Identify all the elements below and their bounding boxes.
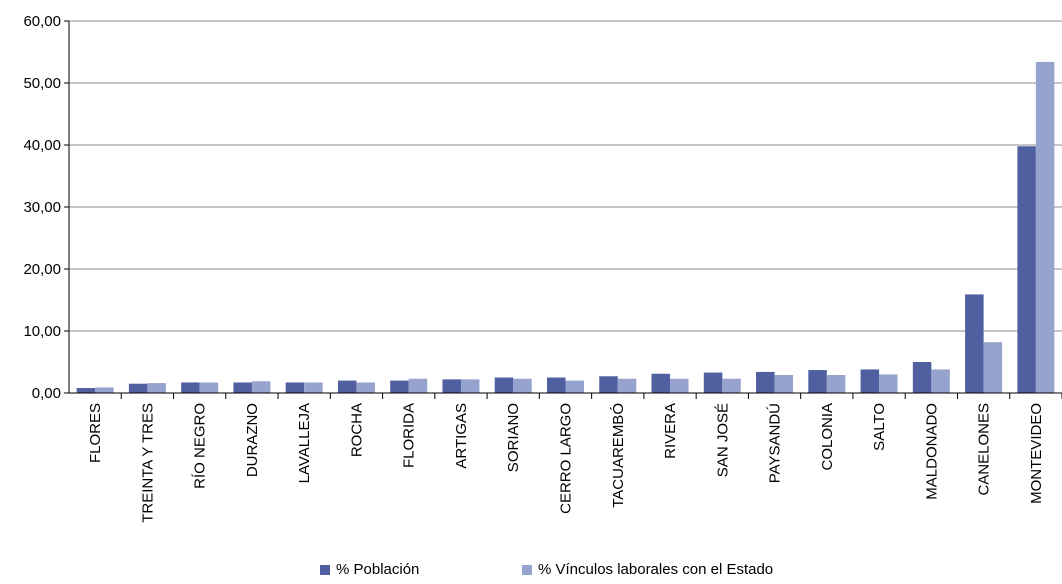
bar-vinculos: [931, 369, 950, 393]
axes: [68, 21, 1062, 399]
bar-poblacion: [547, 377, 566, 393]
bar-poblacion: [390, 380, 409, 393]
bar-vinculos: [826, 375, 846, 393]
x-category-label: CERRO LARGO: [558, 403, 575, 514]
gridlines: [69, 20, 1062, 332]
y-axis-ticks: 0,00 10,00 20,00 30,00 40,00 50,00 60,00: [23, 13, 69, 402]
bar-vinculos: [199, 382, 219, 393]
legend-label-vinculos: % Vínculos laborales con el Estado: [538, 561, 774, 578]
bar-poblacion: [442, 379, 461, 393]
bar-poblacion: [651, 373, 671, 393]
legend: % Población % Vínculos laborales con el …: [0, 561, 1062, 581]
bar-vinculos: [408, 378, 428, 393]
bar-poblacion: [912, 362, 932, 393]
y-tick-label: 30,00: [23, 199, 61, 216]
y-tick-label: 60,00: [23, 13, 61, 30]
bar-poblacion: [494, 377, 514, 393]
y-tick-label: 50,00: [23, 75, 61, 92]
bar-poblacion: [1017, 146, 1036, 393]
bar-vinculos: [670, 378, 689, 393]
x-category-label: TACUAREMBÓ: [610, 403, 627, 508]
x-category-label: ROCHA: [348, 403, 365, 457]
bar-poblacion: [233, 382, 252, 393]
x-category-label: COLONIA: [819, 403, 836, 471]
x-category-label: TREINTA Y TRES: [139, 403, 156, 523]
bar-vinculos: [879, 374, 898, 393]
x-category-label: MONTEVIDEO: [1028, 403, 1045, 504]
bar-poblacion: [76, 388, 96, 393]
bar-poblacion: [599, 376, 618, 393]
x-category-label: SORIANO: [505, 403, 522, 472]
x-category-label: LAVALLEJA: [296, 403, 313, 483]
bar-poblacion: [756, 371, 775, 393]
bar-vinculos: [460, 379, 480, 393]
y-tick-label: 0,00: [32, 385, 61, 402]
bars: [76, 61, 1055, 394]
x-category-label: SAN JOSÉ: [714, 403, 731, 477]
x-category-label: CANELONES: [976, 403, 993, 496]
bar-poblacion: [337, 380, 357, 393]
bar-vinculos: [565, 380, 584, 393]
bar-vinculos: [251, 381, 271, 393]
x-category-label: ARTIGAS: [453, 403, 470, 469]
x-category-label: SALTO: [871, 403, 888, 451]
bar-vinculos: [617, 378, 637, 393]
y-tick-label: 10,00: [23, 323, 61, 340]
x-category-label: RIVERA: [662, 403, 679, 459]
legend-swatch-vinculos: [522, 564, 532, 575]
legend-item-vinculos: % Vínculos laborales con el Estado: [522, 561, 773, 578]
bar-poblacion: [703, 372, 723, 393]
bar-vinculos: [147, 383, 166, 393]
bar-vinculos: [513, 378, 532, 393]
x-category-label: FLORIDA: [401, 403, 418, 468]
bar-poblacion: [181, 382, 200, 393]
bar-vinculos: [304, 382, 323, 393]
legend-item-poblacion: % Población: [320, 561, 419, 578]
x-category-label: DURAZNO: [244, 403, 261, 477]
bar-vinculos: [983, 342, 1003, 393]
bar-poblacion: [285, 382, 305, 393]
x-category-label: FLORES: [87, 403, 104, 463]
bar-vinculos: [1035, 61, 1055, 394]
legend-label-poblacion: % Población: [336, 561, 420, 578]
y-tick-label: 20,00: [23, 261, 61, 278]
legend-swatch-poblacion: [320, 564, 330, 575]
bar-poblacion: [808, 370, 827, 393]
bar-poblacion: [965, 294, 984, 393]
bar-vinculos: [722, 378, 741, 393]
bar-poblacion: [128, 383, 148, 393]
bar-vinculos: [95, 387, 114, 393]
x-axis-labels: FLORES TREINTA Y TRES RÍO NEGRO DURAZNO LAVA…: [87, 403, 1045, 523]
bar-poblacion: [860, 369, 880, 393]
x-category-label: MALDONADO: [923, 403, 940, 500]
y-tick-label: 40,00: [23, 137, 61, 154]
bar-vinculos: [774, 375, 794, 393]
x-category-label: RÍO NEGRO: [192, 403, 209, 489]
x-category-label: PAYSANDÚ: [767, 403, 784, 483]
bar-chart: 0,00 10,00 20,00 30,00 40,00 50,00 60,00 FLORE…: [23, 13, 1062, 523]
bar-vinculos: [356, 382, 375, 393]
